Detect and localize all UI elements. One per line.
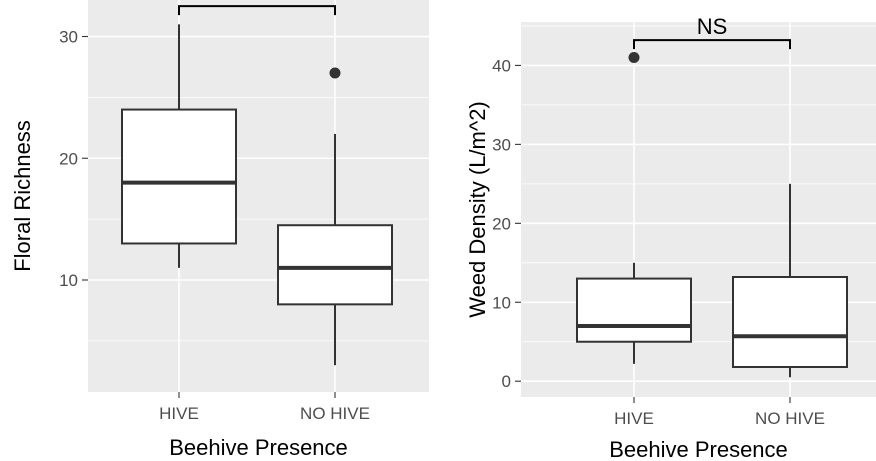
box-hive xyxy=(121,24,237,268)
iqr-box xyxy=(576,277,692,343)
box-hive xyxy=(576,52,692,364)
significance-label: NS xyxy=(697,14,728,39)
y-tick-label: 30 xyxy=(59,28,78,47)
y-tick-label: 30 xyxy=(492,135,511,154)
y-tick-label: 20 xyxy=(59,149,78,168)
significance-bracket: NS xyxy=(633,14,791,50)
x-tick-label: NO HIVE xyxy=(755,409,825,428)
bracket-line xyxy=(633,39,791,50)
y-tick-label: 20 xyxy=(492,214,511,233)
chart-panel-1: 10 20 30 HIVE NO HIVE * Beehive Presence Floral… xyxy=(10,0,429,460)
outlier-point xyxy=(628,52,640,64)
significance-bracket: * xyxy=(178,0,336,16)
bracket-line xyxy=(178,5,336,16)
x-axis-title: Beehive Presence xyxy=(169,435,348,460)
significance-label: * xyxy=(253,0,262,5)
y-tick-label: 10 xyxy=(492,293,511,312)
iqr-box xyxy=(732,276,848,368)
x-tick-label: HIVE xyxy=(159,404,199,423)
y-tick-label: 10 xyxy=(59,271,78,290)
y-tick-label: 40 xyxy=(492,56,511,75)
y-axis-title: Floral Richness xyxy=(10,120,35,272)
y-tick-label: 0 xyxy=(502,372,511,391)
x-axis-title: Beehive Presence xyxy=(609,437,788,461)
iqr-box xyxy=(121,108,237,245)
outlier-point xyxy=(329,67,341,79)
box-no-hive xyxy=(732,183,848,378)
chart-panel-2: 0 10 20 30 40 HIVE NO HIVE NS Beehive Presence We… xyxy=(465,14,876,461)
iqr-box xyxy=(277,224,393,306)
x-tick-label: NO HIVE xyxy=(300,404,370,423)
y-axis-title: Weed Density (L/m^2) xyxy=(465,101,490,318)
box-no-hive xyxy=(277,67,393,366)
x-tick-label: HIVE xyxy=(614,409,654,428)
